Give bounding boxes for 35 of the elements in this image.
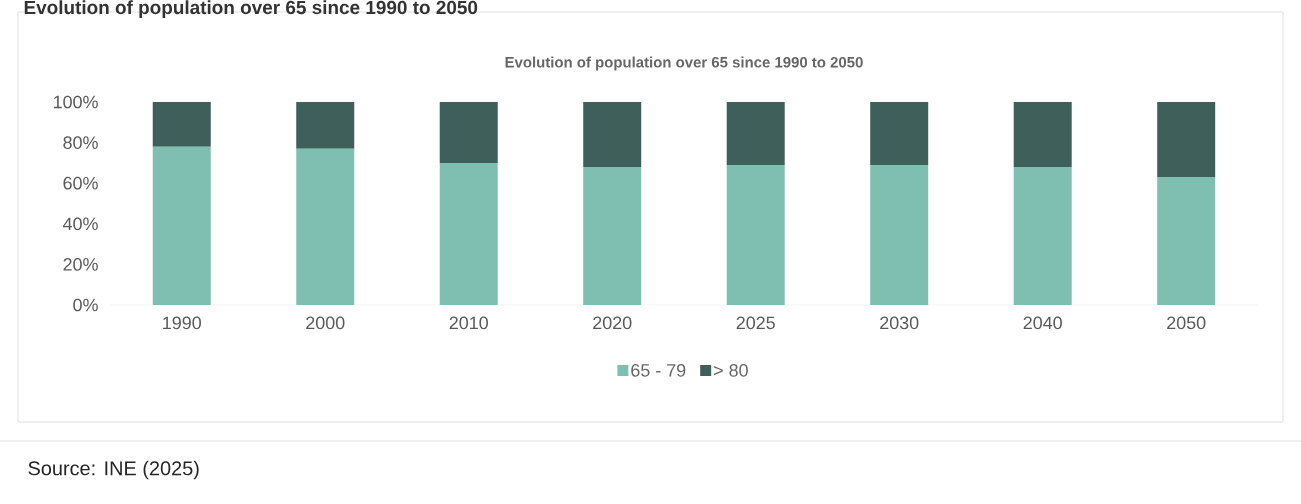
bar bbox=[870, 102, 929, 165]
x-tick-label: 2010 bbox=[449, 316, 488, 330]
x-tick-label: 2050 bbox=[1167, 316, 1206, 330]
y-tick-label: 80% bbox=[63, 136, 98, 149]
source-note: Source: INE (2025) bbox=[28, 460, 199, 480]
bar bbox=[870, 164, 929, 305]
bar bbox=[583, 102, 642, 167]
bar bbox=[439, 162, 498, 305]
y-tick-label: 60% bbox=[63, 176, 98, 190]
bar bbox=[583, 166, 642, 305]
text: Evolution of population over 65 since 1990 to 2050 bbox=[24, 0, 478, 18]
bar bbox=[726, 164, 785, 305]
bar bbox=[439, 102, 498, 163]
x-tick-label: 2030 bbox=[880, 316, 919, 330]
legend-label: 65 - 79 bbox=[631, 363, 686, 377]
bar bbox=[152, 102, 211, 147]
bar bbox=[296, 102, 355, 149]
bar bbox=[152, 146, 211, 305]
y-tick-label: 40% bbox=[62, 217, 98, 231]
bar bbox=[296, 148, 355, 305]
bar bbox=[1157, 177, 1216, 305]
bar bbox=[1157, 102, 1216, 178]
bar bbox=[726, 102, 785, 165]
y-tick-label: 20% bbox=[63, 258, 98, 271]
y-tick-label: 100% bbox=[53, 95, 98, 109]
x-tick-label: 2025 bbox=[736, 316, 775, 330]
y-tick-label: 0% bbox=[73, 298, 98, 312]
bar bbox=[1013, 102, 1072, 167]
x-tick-label: 2040 bbox=[1023, 316, 1062, 330]
chart-title: Evolution of population over 65 since 1990 to 2050 bbox=[505, 56, 863, 71]
bar bbox=[1013, 166, 1072, 305]
x-tick-label: 2000 bbox=[306, 316, 345, 330]
x-tick-label: 2020 bbox=[593, 316, 632, 330]
x-tick-label: 1990 bbox=[163, 316, 201, 330]
legend-label: > 80 bbox=[714, 363, 748, 377]
